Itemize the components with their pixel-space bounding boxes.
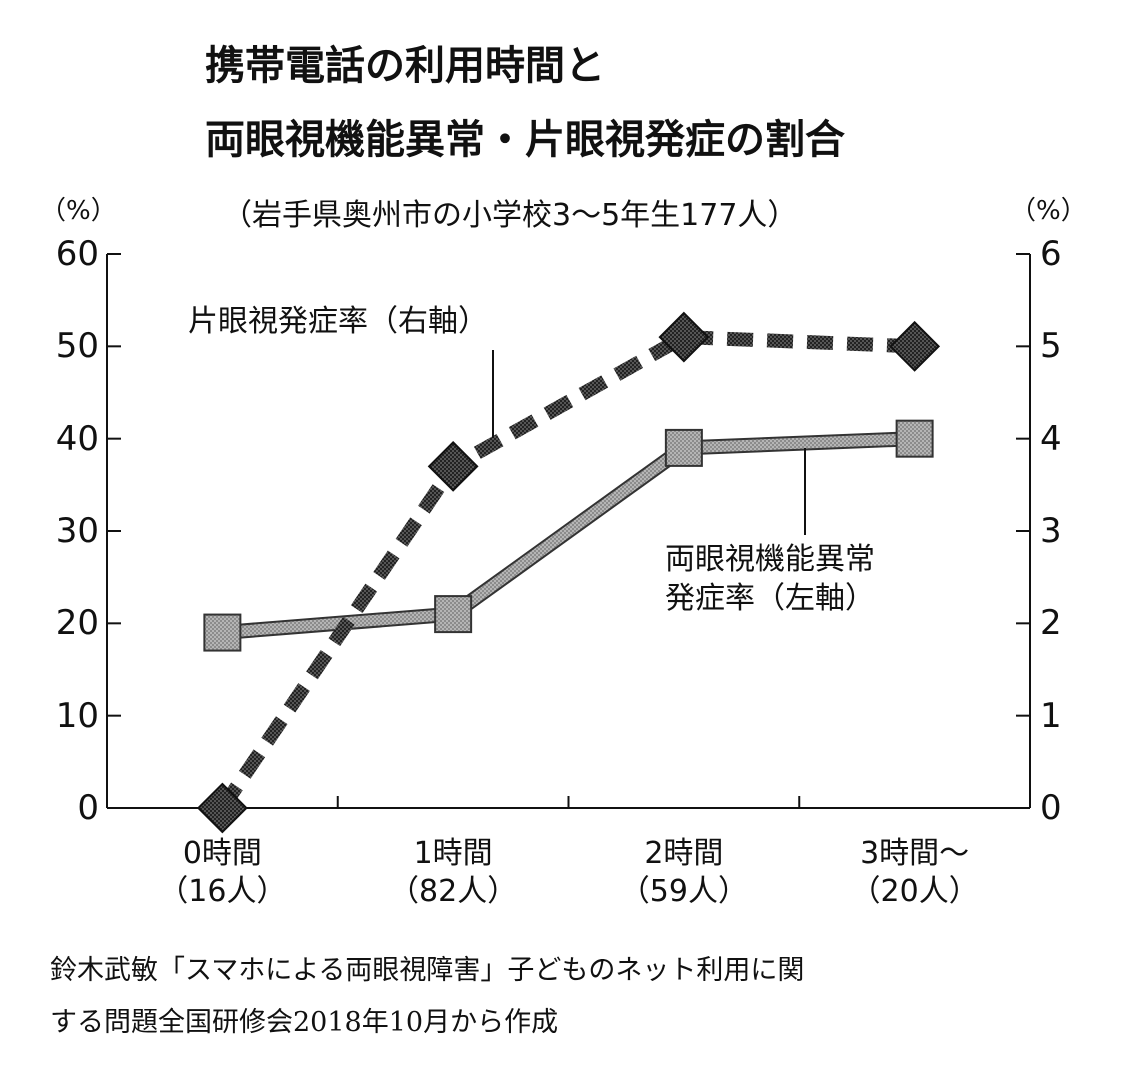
x-category-name: 2時間 bbox=[644, 836, 724, 871]
left-tick-label: 60 bbox=[55, 234, 99, 274]
marker-diamond bbox=[658, 311, 710, 363]
marker-square bbox=[203, 613, 242, 652]
x-category-label: 1時間 （82人） bbox=[368, 835, 538, 910]
left-axis-unit: （%） bbox=[40, 196, 117, 226]
right-tick-label: 5 bbox=[1040, 326, 1062, 367]
left-tick-label: 10 bbox=[55, 695, 99, 736]
series-line-monocular bbox=[216, 330, 915, 812]
left-tick-label: 40 bbox=[55, 418, 99, 459]
right-tick-label: 2 bbox=[1040, 603, 1062, 644]
series-label-binocular: 両眼視機能異常 発症率（左軸） bbox=[665, 540, 875, 618]
chart-title-line1: 携帯電話の利用時間と bbox=[205, 43, 605, 89]
x-category-label: 0時間 （16人） bbox=[137, 835, 307, 910]
left-tick-label: 0 bbox=[77, 788, 99, 828]
right-axis-unit: （%） bbox=[1010, 196, 1087, 226]
marker-diamond bbox=[889, 320, 941, 372]
right-tick-label: 4 bbox=[1040, 418, 1062, 459]
right-tick-label: 0 bbox=[1040, 788, 1062, 828]
source-note-line1: 鈴木武敏「スマホによる両眼視障害」子どものネット利用に関 bbox=[50, 955, 805, 986]
x-category-count: （82人） bbox=[389, 873, 518, 909]
marker-square bbox=[434, 595, 473, 634]
x-category-name: 3時間〜 bbox=[860, 836, 970, 871]
source-note-line2: する問題全国研修会2018年10月から作成 bbox=[50, 1007, 559, 1038]
x-category-name: 1時間 bbox=[413, 836, 493, 871]
chart-title-line2: 両眼視機能異常・片眼視発症の割合 bbox=[205, 117, 845, 163]
left-tick-label: 20 bbox=[55, 603, 99, 644]
right-tick-label: 1 bbox=[1040, 695, 1062, 736]
marker-diamond bbox=[196, 782, 248, 834]
marker-square bbox=[895, 419, 934, 458]
series-line-binocular bbox=[221, 433, 915, 639]
series-label-binocular-line1: 両眼視機能異常 bbox=[665, 542, 875, 577]
marker-diamond bbox=[427, 440, 479, 492]
series-label-monocular: 片眼視発症率（右軸） bbox=[188, 304, 488, 339]
x-category-name: 0時間 bbox=[182, 836, 262, 871]
chart-subtitle: （岩手県奥州市の小学校3〜5年生177人） bbox=[222, 198, 798, 233]
marker-square bbox=[664, 428, 703, 467]
right-tick-label: 6 bbox=[1040, 234, 1062, 274]
left-tick-label: 30 bbox=[55, 511, 99, 551]
x-category-count: （20人） bbox=[850, 873, 979, 909]
series-label-binocular-line2: 発症率（左軸） bbox=[665, 581, 875, 616]
x-category-label: 3時間〜 （20人） bbox=[830, 835, 1000, 910]
x-category-count: （16人） bbox=[158, 873, 287, 909]
left-tick-label: 50 bbox=[55, 326, 99, 367]
right-tick-label: 3 bbox=[1040, 511, 1062, 551]
x-category-count: （59人） bbox=[619, 873, 748, 909]
x-category-label: 2時間 （59人） bbox=[599, 835, 769, 910]
